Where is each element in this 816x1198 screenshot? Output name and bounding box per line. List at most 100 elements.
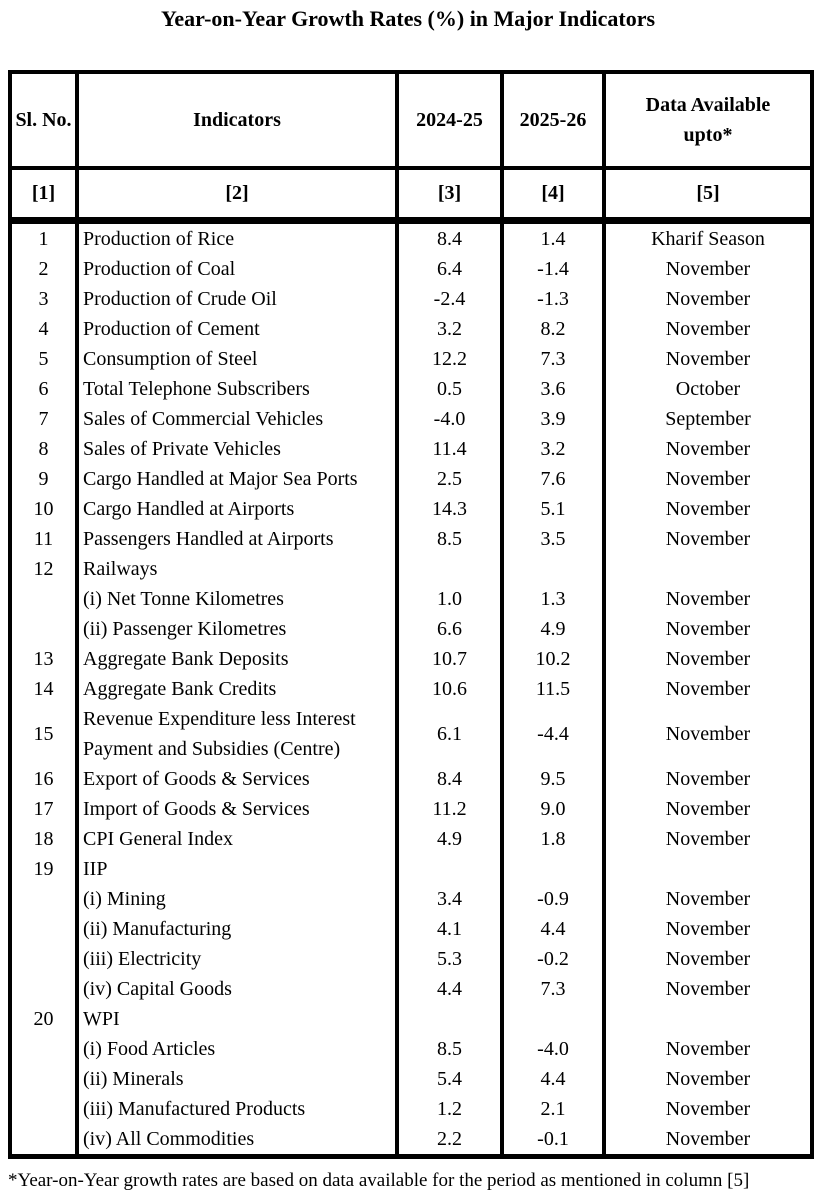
cell-2025-26: 8.2 — [500, 313, 604, 344]
cell-sl-no — [10, 884, 77, 914]
table-row: 10 Cargo Handled at Airports 14.3 5.1 No… — [10, 493, 812, 524]
cell-sl-no — [10, 1064, 77, 1094]
cell-2025-26: 4.4 — [500, 913, 604, 944]
cell-sl-no — [10, 1124, 77, 1157]
cell-sl-no — [10, 614, 77, 644]
cell-indicator: (iii) Electricity — [75, 943, 397, 974]
page-title: Year-on-Year Growth Rates (%) in Major I… — [160, 6, 656, 31]
col-header-data-upto-text: Data Available upto* — [645, 94, 771, 146]
cell-data-upto: October — [602, 373, 812, 404]
cell-2025-26: 1.3 — [500, 583, 604, 614]
cell-2024-25: 4.1 — [395, 913, 502, 944]
cell-2025-26: 3.9 — [500, 403, 604, 434]
cell-sl-no: 9 — [38, 467, 49, 490]
cell-sl-no: 7 — [38, 407, 49, 430]
table-row: (i) Food Articles 8.5 -4.0 November — [10, 1033, 812, 1064]
cell-indicator: Sales of Private Vehicles — [75, 433, 397, 464]
cell-data-upto: November — [602, 343, 812, 374]
cell-data-upto: November — [602, 433, 812, 464]
table-row: (ii) Manufacturing 4.1 4.4 November — [10, 913, 812, 944]
cell-data-upto: November — [602, 1093, 812, 1124]
table-row: 3 Production of Crude Oil -2.4 -1.3 Nove… — [10, 283, 812, 314]
cell-2025-26: 7.3 — [500, 973, 604, 1004]
cell-2024-25: 11.2 — [395, 793, 502, 824]
table-row: (iii) Manufactured Products 1.2 2.1 Nove… — [10, 1093, 812, 1124]
col-number-3: [3] — [395, 168, 502, 224]
cell-sl-no — [10, 1094, 77, 1124]
cell-indicator: (i) Net Tonne Kilometres — [75, 583, 397, 614]
col-header-indicators: Indicators — [75, 72, 397, 170]
cell-2024-25 — [395, 1003, 502, 1034]
cell-2025-26: -0.1 — [500, 1123, 604, 1156]
cell-sl-no: 11 — [33, 527, 54, 550]
table-row: 1 Production of Rice 8.4 1.4 Kharif Seas… — [10, 220, 812, 254]
cell-indicator: Railways — [75, 553, 397, 584]
cell-sl-no: 13 — [33, 647, 54, 670]
cell-indicator: Production of Rice — [75, 220, 397, 254]
cell-sl-no — [10, 1034, 77, 1064]
cell-data-upto: November — [602, 613, 812, 644]
cell-indicator: (ii) Minerals — [75, 1063, 397, 1094]
cell-sl-no — [10, 944, 77, 974]
cell-sl-no: 2 — [38, 257, 49, 280]
table-row: 18 CPI General Index 4.9 1.8 November — [10, 823, 812, 854]
cell-indicator: Export of Goods & Services — [75, 763, 397, 794]
table-body: 1 Production of Rice 8.4 1.4 Kharif Seas… — [10, 220, 812, 1156]
cell-indicator: Production of Crude Oil — [75, 283, 397, 314]
cell-data-upto: November — [602, 253, 812, 284]
table-row: 4 Production of Cement 3.2 8.2 November — [10, 313, 812, 344]
cell-data-upto: November — [602, 313, 812, 344]
table-row: 17 Import of Goods & Services 11.2 9.0 N… — [10, 793, 812, 824]
cell-sl-no: 15 — [33, 722, 54, 745]
indicators-table: Sl. No. Indicators 2024-25 2025-26 Data … — [8, 70, 814, 1159]
cell-2025-26: 1.4 — [500, 220, 604, 254]
cell-data-upto: September — [602, 403, 812, 434]
cell-data-upto: November — [602, 1063, 812, 1094]
cell-data-upto: November — [602, 463, 812, 494]
cell-data-upto: November — [602, 643, 812, 674]
cell-indicator: Production of Coal — [75, 253, 397, 284]
cell-2025-26: 9.5 — [500, 763, 604, 794]
cell-2024-25: 8.4 — [395, 220, 502, 254]
table-row: 6 Total Telephone Subscribers 0.5 3.6 Oc… — [10, 373, 812, 404]
cell-indicator: WPI — [75, 1003, 397, 1034]
cell-data-upto: November — [602, 1033, 812, 1064]
cell-indicator: Total Telephone Subscribers — [75, 373, 397, 404]
table-row: 19 IIP — [10, 853, 812, 884]
table-row: (iii) Electricity 5.3 -0.2 November — [10, 943, 812, 974]
cell-2024-25: 8.4 — [395, 763, 502, 794]
cell-indicator: Cargo Handled at Major Sea Ports — [75, 463, 397, 494]
table-row: (ii) Minerals 5.4 4.4 November — [10, 1063, 812, 1094]
cell-data-upto: November — [602, 823, 812, 854]
cell-2025-26: -0.2 — [500, 943, 604, 974]
cell-2025-26: -1.3 — [500, 283, 604, 314]
cell-2024-25: 3.4 — [395, 883, 502, 914]
cell-indicator: Cargo Handled at Airports — [75, 493, 397, 524]
cell-2025-26: 10.2 — [500, 643, 604, 674]
cell-sl-no: 18 — [33, 827, 54, 850]
cell-data-upto: November — [602, 973, 812, 1004]
cell-indicator: (iv) Capital Goods — [75, 973, 397, 1004]
cell-2024-25: -4.0 — [395, 403, 502, 434]
cell-indicator: Production of Cement — [75, 313, 397, 344]
cell-sl-no: 19 — [33, 857, 54, 880]
cell-2025-26 — [500, 853, 604, 884]
cell-2025-26 — [500, 553, 604, 584]
header-row-numbers: [1] [2] [3] [4] [5] — [10, 168, 812, 224]
col-number-4: [4] — [500, 168, 604, 224]
cell-sl-no — [10, 974, 77, 1004]
cell-2025-26: 11.5 — [500, 673, 604, 704]
cell-2024-25: 8.5 — [395, 1033, 502, 1064]
col-header-2025-26: 2025-26 — [500, 72, 604, 170]
cell-indicator: Sales of Commercial Vehicles — [75, 403, 397, 434]
cell-indicator: CPI General Index — [75, 823, 397, 854]
cell-2025-26: -4.0 — [500, 1033, 604, 1064]
table-row: 7 Sales of Commercial Vehicles -4.0 3.9 … — [10, 403, 812, 434]
cell-data-upto: November — [602, 703, 812, 764]
cell-data-upto — [602, 853, 812, 884]
cell-2024-25: 4.9 — [395, 823, 502, 854]
table-row: 11 Passengers Handled at Airports 8.5 3.… — [10, 523, 812, 554]
cell-2025-26: 2.1 — [500, 1093, 604, 1124]
cell-2025-26: -4.4 — [500, 703, 604, 764]
cell-indicator: (iii) Manufactured Products — [75, 1093, 397, 1124]
